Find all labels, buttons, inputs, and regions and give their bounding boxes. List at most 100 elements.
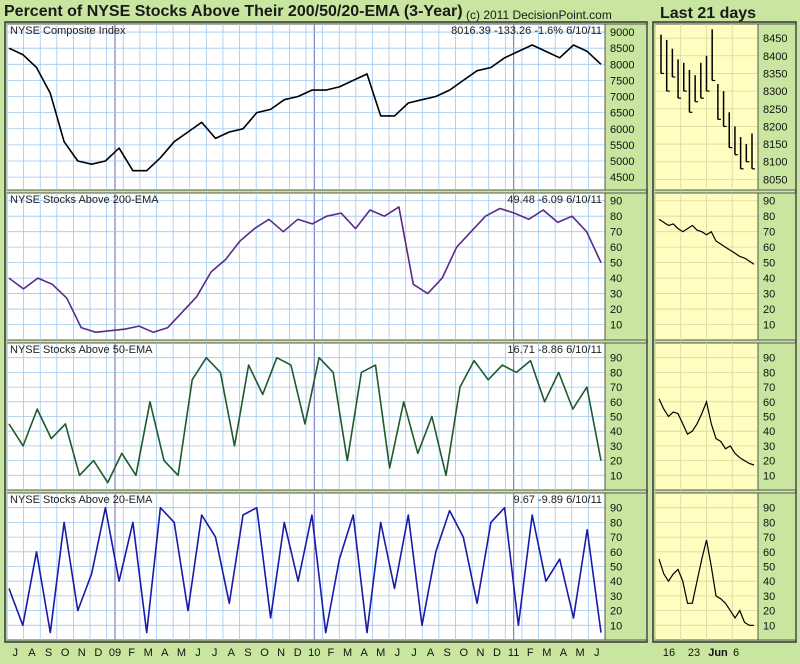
side-y-tick-label: 90	[763, 353, 775, 365]
series-line	[8, 206, 602, 334]
x-tick-label: M	[343, 647, 352, 659]
y-tick-label: 8000	[610, 59, 634, 71]
y-tick-label: 40	[610, 273, 622, 285]
ema20-panel-side: 10 20 30 40 50 60 70 80 90	[654, 492, 797, 641]
panel-title: NYSE Stocks Above 20-EMA	[10, 494, 153, 506]
y-tick-label: 60	[610, 397, 622, 409]
x-tick-label: N	[277, 647, 285, 659]
side-y-tick-label: 10	[763, 620, 775, 632]
side-y-tick-label: 50	[763, 562, 775, 574]
copyright-text: (c) 2011 DecisionPoint.com	[466, 8, 612, 22]
y-tick-label: 70	[610, 532, 622, 544]
y-tick-label: 40	[610, 426, 622, 438]
x-tick-label: M	[376, 647, 385, 659]
x-tick-label: F	[328, 647, 335, 659]
y-tick-label: 50	[610, 258, 622, 270]
x-tick-label: A	[228, 647, 236, 659]
chart-title: Percent of NYSE Stocks Above Their 200/5…	[4, 3, 463, 20]
panel-readout: 9.67 -9.89 6/10/11	[514, 494, 602, 506]
panel-readout: 49.48 -6.09 6/10/11	[507, 194, 602, 206]
x-tick-label: A	[161, 647, 169, 659]
x-tick-label: S	[444, 647, 451, 659]
x-tick-label: A	[360, 647, 368, 659]
side-y-tick-label: 60	[763, 547, 775, 559]
side-y-tick-label: 8200	[763, 121, 787, 133]
series-line	[8, 356, 602, 484]
side-y-tick-label: 20	[763, 456, 775, 468]
y-tick-label: 50	[610, 562, 622, 574]
ema50-panel: 10 20 30 40 50 60 70 80 90 NYSE Stocks Above 50-E…	[6, 342, 648, 491]
side-y-tick-label: 70	[763, 532, 775, 544]
x-tick-label: J	[594, 647, 600, 659]
x-tick-label: N	[78, 647, 86, 659]
side-y-axis-box	[757, 192, 797, 341]
y-tick-label: 90	[610, 196, 622, 208]
x-tick-label: J	[395, 647, 401, 659]
x-tick-label: A	[28, 647, 36, 659]
y-tick-label: 70	[610, 227, 622, 239]
y-axis-box	[604, 23, 648, 191]
y-tick-label: 70	[610, 382, 622, 394]
y-tick-label: 7500	[610, 75, 634, 87]
y-tick-label: 4500	[610, 172, 634, 184]
x-tick-label: D	[493, 647, 501, 659]
y-tick-label: 8500	[610, 43, 634, 55]
side-x-tick-label: Jun	[708, 647, 728, 659]
side-y-tick-label: 8450	[763, 33, 787, 45]
y-tick-label: 60	[610, 547, 622, 559]
ema200-panel-side: 10 20 30 40 50 60 70 80 90	[654, 192, 797, 341]
side-y-tick-label: 80	[763, 211, 775, 223]
side-y-axis-box	[757, 492, 797, 641]
ema200-panel: 10 20 30 40 50 60 70 80 90 NYSE Stocks Above 200-…	[6, 192, 648, 341]
panel-title: NYSE Stocks Above 50-EMA	[10, 344, 153, 356]
side-y-tick-label: 30	[763, 441, 775, 453]
x-tick-label: 11	[508, 647, 519, 659]
side-y-tick-label: 30	[763, 591, 775, 603]
side-y-tick-label: 60	[763, 397, 775, 409]
side-y-tick-label: 70	[763, 227, 775, 239]
y-tick-label: 90	[610, 353, 622, 365]
series-line	[8, 506, 602, 634]
side-y-tick-label: 50	[763, 412, 775, 424]
x-tick-label: O	[460, 647, 469, 659]
y-tick-label: 60	[610, 242, 622, 254]
side-series-line	[658, 398, 755, 466]
y-tick-label: 50	[610, 412, 622, 424]
side-y-tick-label: 40	[763, 273, 775, 285]
y-axis-box	[604, 192, 648, 341]
y-tick-label: 30	[610, 289, 622, 301]
y-tick-label: 6000	[610, 124, 634, 136]
side-y-tick-label: 70	[763, 382, 775, 394]
x-tick-label: 10	[308, 647, 320, 659]
side-y-axis-box	[757, 23, 797, 191]
x-tick-label: M	[177, 647, 186, 659]
side-x-tick-label: 16	[663, 647, 675, 659]
y-tick-label: 80	[610, 211, 622, 223]
side-y-tick-label: 30	[763, 289, 775, 301]
y-tick-label: 6500	[610, 108, 634, 120]
side-y-tick-label: 40	[763, 426, 775, 438]
panel-title: NYSE Composite Index	[10, 25, 126, 37]
side-panel-title: Last 21 days	[660, 5, 757, 22]
side-y-axis-box	[757, 342, 797, 491]
x-tick-label: A	[427, 647, 435, 659]
y-tick-label: 7000	[610, 92, 634, 104]
panel-readout: 16.71 -8.86 6/10/11	[507, 344, 602, 356]
x-tick-label: J	[411, 647, 417, 659]
side-y-tick-label: 50	[763, 258, 775, 270]
x-tick-label: O	[61, 647, 70, 659]
x-tick-label: F	[527, 647, 534, 659]
y-tick-label: 5500	[610, 140, 634, 152]
x-tick-label: D	[294, 647, 302, 659]
index-panel-side: 8050 8100 8150 8200 8250 8300 8350 8400 8450	[654, 23, 797, 191]
side-y-tick-label: 8350	[763, 68, 787, 80]
side-y-tick-label: 20	[763, 304, 775, 316]
y-axis-box	[604, 492, 648, 641]
side-y-tick-label: 8050	[763, 174, 787, 186]
side-y-tick-label: 20	[763, 606, 775, 618]
side-y-tick-label: 10	[763, 470, 775, 482]
x-tick-label: J	[212, 647, 218, 659]
y-tick-label: 80	[610, 517, 622, 529]
x-tick-label: S	[45, 647, 52, 659]
y-tick-label: 80	[610, 367, 622, 379]
